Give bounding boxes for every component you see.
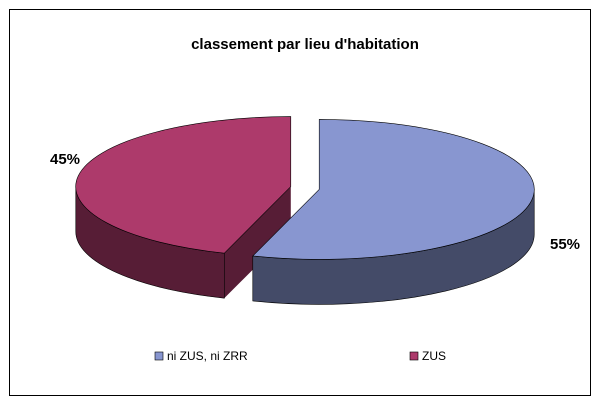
slice (252, 119, 535, 260)
legend-label: ni ZUS, ni ZRR (167, 349, 248, 363)
slice (75, 116, 292, 254)
chart-title: classement par lieu d'habitation (191, 36, 419, 53)
data-label: 45% (50, 151, 80, 168)
legend-label: ZUS (422, 349, 446, 363)
slice-edge (224, 186, 291, 299)
legend-swatch (154, 351, 164, 361)
legend-swatch (409, 351, 419, 361)
data-label: 55% (550, 236, 580, 253)
